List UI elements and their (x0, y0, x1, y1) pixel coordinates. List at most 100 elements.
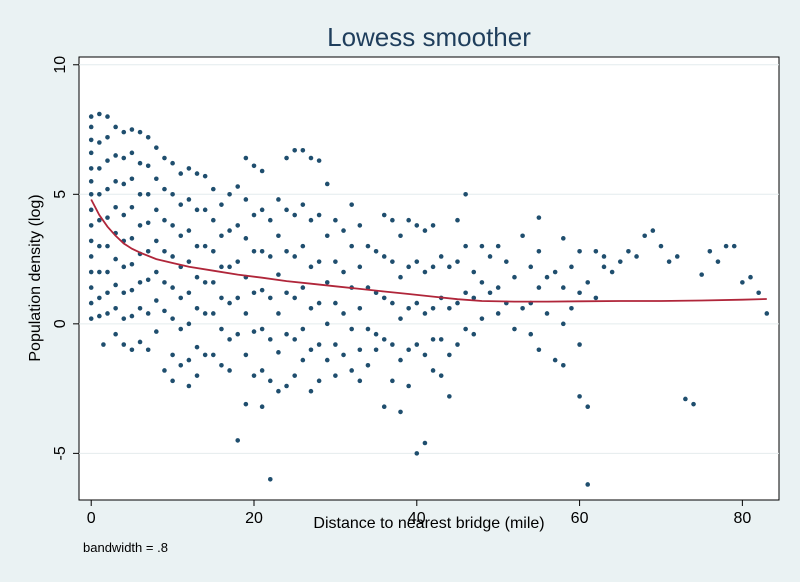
data-point (300, 357, 306, 363)
data-point (284, 248, 289, 254)
data-point (186, 383, 192, 389)
data-point (251, 163, 257, 169)
data-point (276, 272, 281, 277)
data-point (235, 331, 241, 337)
data-point (308, 217, 314, 223)
data-point (333, 300, 338, 306)
data-point (97, 140, 102, 145)
data-point (414, 451, 420, 456)
data-point (373, 331, 379, 337)
data-point (406, 305, 411, 311)
axes: -5 0 5 10 0 20 40 60 80 (52, 56, 751, 527)
data-point (194, 207, 200, 213)
data-point (162, 155, 167, 161)
data-point (333, 259, 338, 264)
data-point (512, 274, 517, 280)
data-point (145, 163, 151, 169)
data-point (113, 204, 118, 210)
data-point (129, 127, 135, 132)
data-point (634, 254, 639, 259)
data-point (162, 248, 167, 254)
data-point (194, 344, 200, 350)
data-point (88, 300, 94, 306)
data-point (194, 274, 200, 280)
data-point (88, 114, 94, 119)
bandwidth-note: bandwidth = .8 (83, 540, 168, 555)
data-point (398, 233, 403, 239)
data-point (536, 215, 542, 220)
data-point (308, 264, 314, 270)
data-point (324, 321, 330, 327)
scatter-points (88, 111, 770, 487)
data-point (259, 168, 265, 174)
data-point (414, 342, 420, 347)
data-point (211, 311, 216, 316)
data-point (284, 207, 289, 213)
data-point (316, 300, 322, 306)
data-point (430, 337, 436, 342)
data-point (162, 308, 167, 314)
data-point (357, 223, 363, 228)
data-point (243, 197, 249, 202)
data-point (601, 264, 607, 270)
data-point (292, 295, 297, 301)
data-point (129, 236, 135, 241)
data-point (170, 352, 175, 358)
data-point (569, 264, 574, 270)
data-point (227, 300, 232, 306)
data-point (731, 243, 737, 249)
data-point (154, 329, 159, 334)
data-point (235, 438, 241, 443)
data-point (243, 401, 249, 407)
data-point (97, 313, 102, 319)
data-point (145, 311, 151, 316)
data-point (683, 396, 688, 402)
data-point (227, 192, 232, 197)
data-point (406, 383, 411, 389)
data-point (292, 337, 297, 342)
data-point (105, 243, 110, 249)
data-point (471, 269, 477, 275)
data-point (593, 295, 599, 301)
data-point (479, 280, 485, 285)
data-point (178, 295, 184, 301)
data-point (276, 388, 281, 394)
data-point (463, 326, 468, 332)
x-tick-label: 60 (571, 510, 589, 527)
data-point (243, 311, 249, 316)
data-point (422, 311, 428, 316)
data-point (202, 280, 208, 285)
data-point (121, 129, 127, 135)
data-point (349, 202, 354, 207)
data-point (97, 217, 102, 223)
data-point (113, 256, 118, 262)
data-point (381, 404, 387, 410)
data-point (447, 305, 452, 311)
data-point (154, 298, 159, 303)
data-point (495, 285, 501, 290)
data-point (105, 135, 110, 140)
data-point (129, 176, 135, 182)
data-point (414, 300, 420, 306)
data-point (398, 409, 403, 415)
data-point (219, 326, 224, 332)
data-point (105, 269, 110, 275)
data-point (577, 342, 582, 347)
data-point (357, 347, 363, 353)
data-point (585, 482, 591, 487)
data-point (284, 155, 289, 161)
data-point (145, 192, 151, 197)
data-point (194, 171, 200, 176)
data-point (162, 280, 167, 285)
data-point (357, 264, 363, 270)
data-point (137, 223, 143, 228)
data-point (276, 311, 281, 316)
data-point (422, 440, 428, 446)
data-point (170, 254, 175, 259)
data-point (259, 207, 265, 213)
data-point (504, 259, 509, 264)
data-point (561, 362, 566, 368)
data-point (658, 243, 664, 249)
data-point (292, 147, 297, 153)
